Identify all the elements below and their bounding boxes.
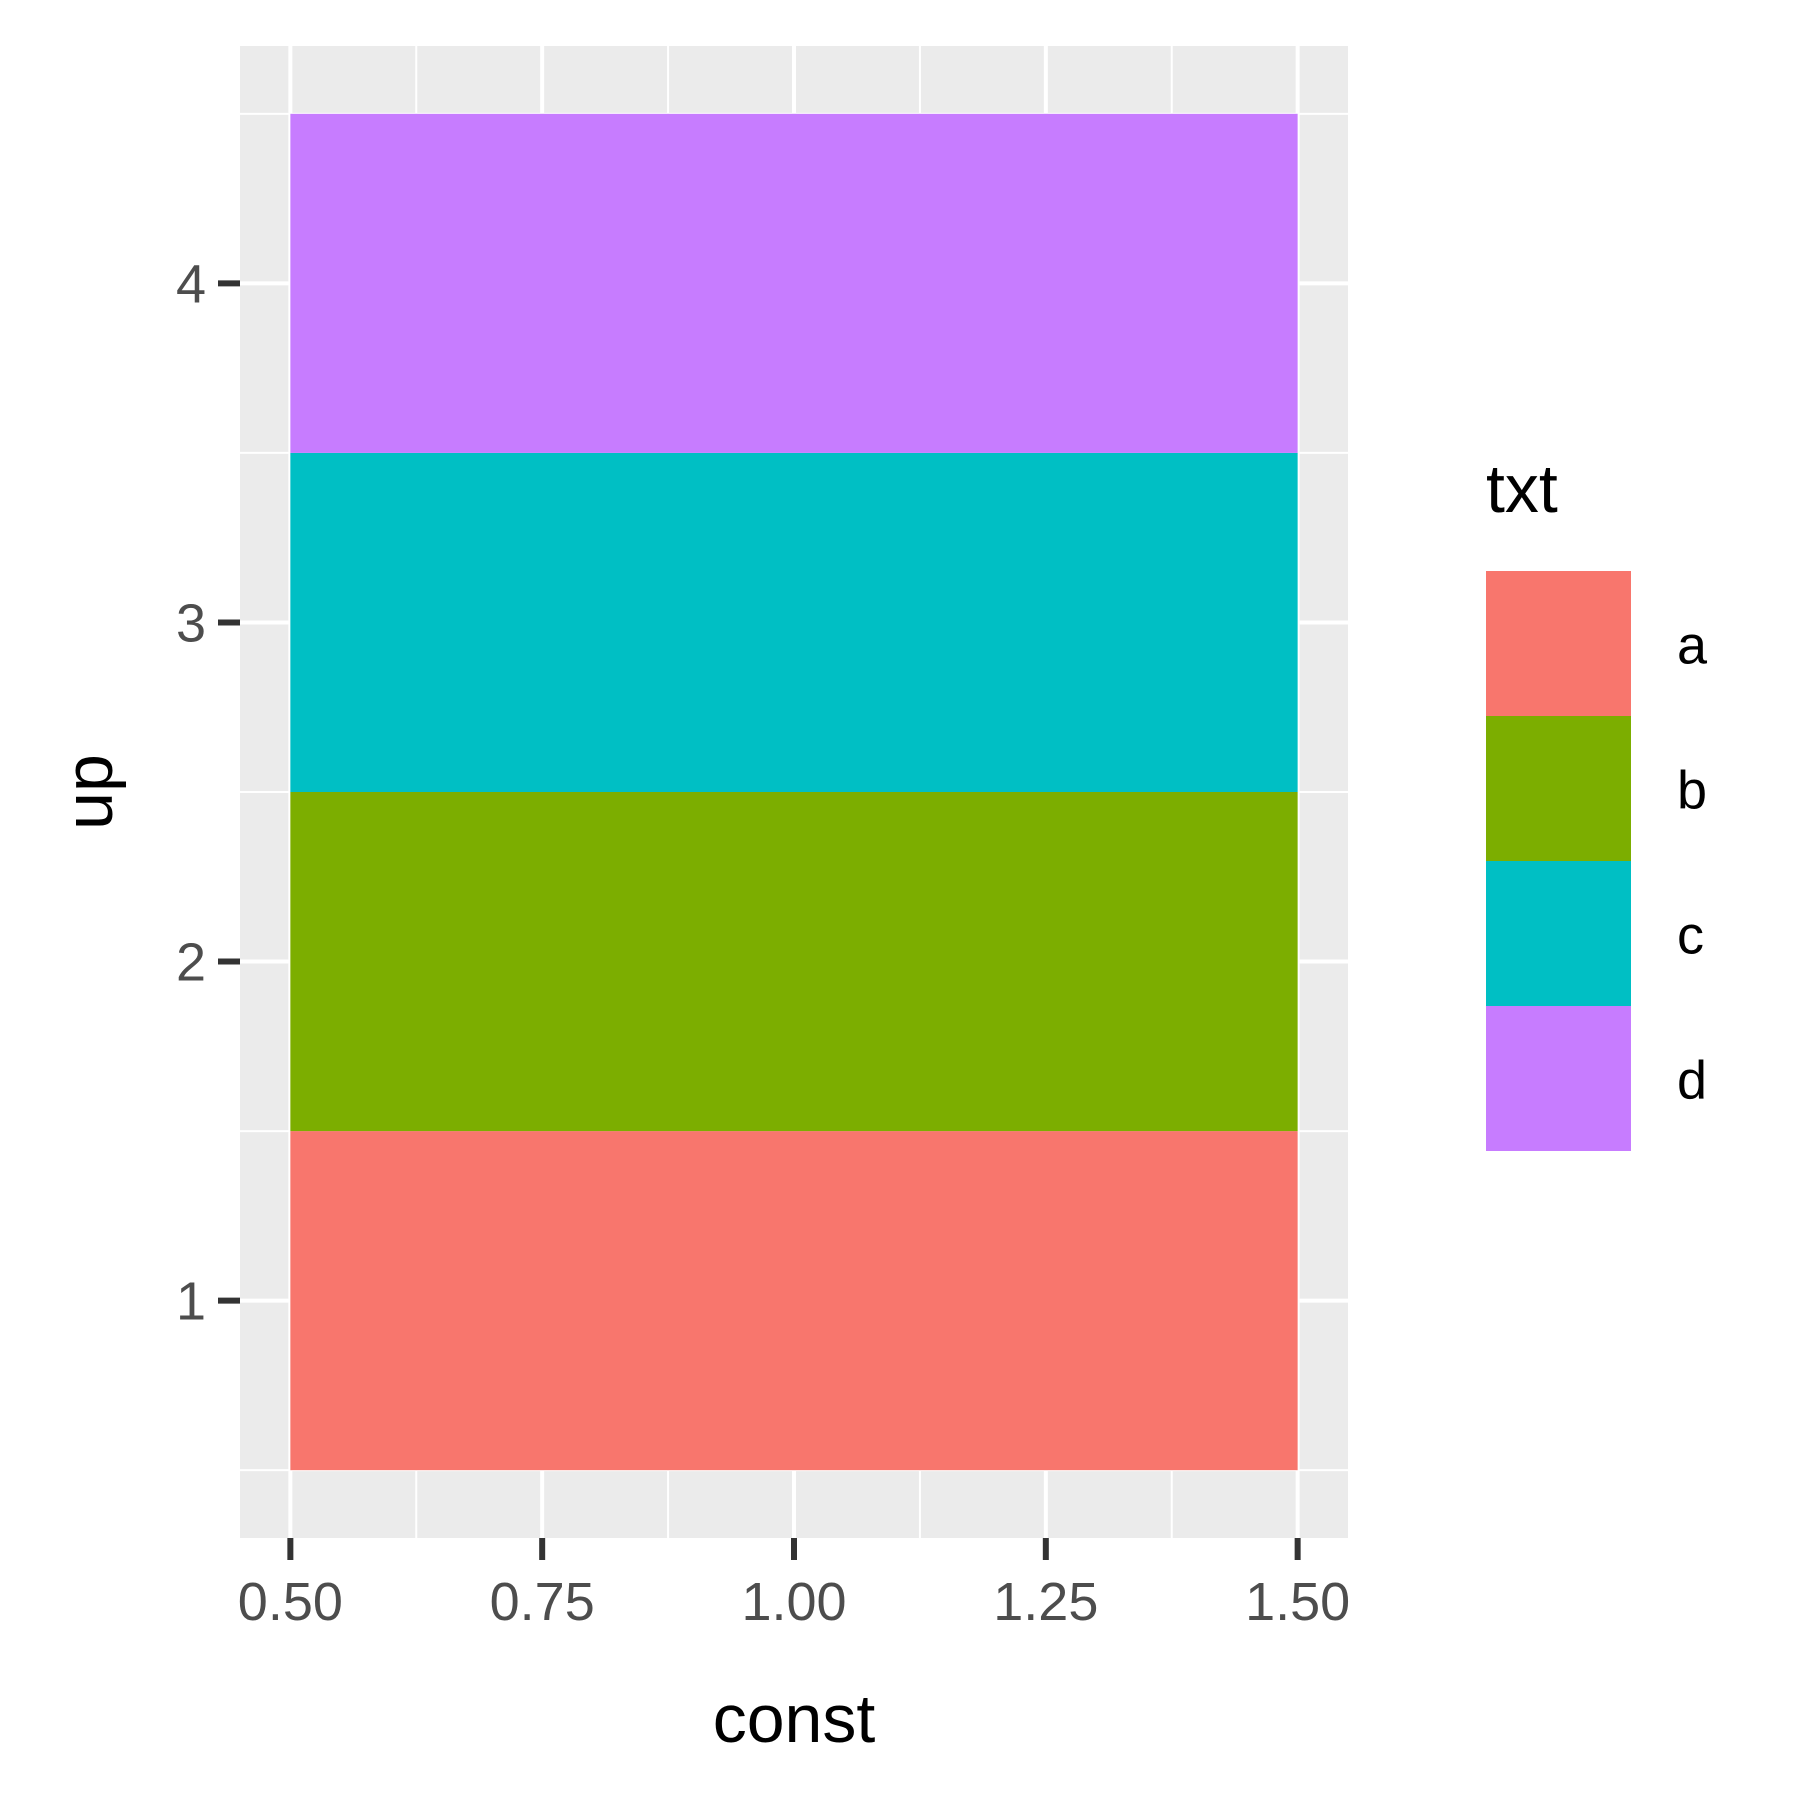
y-axis-title: up [51, 754, 127, 830]
legend-title: txt [1486, 451, 1558, 527]
x-tick-label: 1.00 [741, 1572, 846, 1632]
legend-key-c [1486, 861, 1631, 1006]
bar-c [290, 452, 1298, 792]
y-tick-label: 2 [176, 933, 206, 993]
legend-key-a [1486, 571, 1631, 716]
legend-key-b [1486, 716, 1631, 861]
legend-label-b: b [1677, 761, 1707, 821]
x-tick-label: 0.50 [238, 1572, 343, 1632]
bar-a [290, 1131, 1298, 1471]
y-tick-label: 3 [176, 593, 206, 653]
x-tick-label: 1.25 [993, 1572, 1098, 1632]
legend-label-a: a [1677, 616, 1708, 676]
x-axis-title: const [713, 1681, 876, 1757]
bars-layer [290, 113, 1298, 1471]
legend-keys: a b c d [1486, 571, 1708, 1151]
x-tick-label: 0.75 [490, 1572, 595, 1632]
legend: txt a b c d [1486, 451, 1708, 1151]
y-axis-ticks: 1 2 3 4 [176, 254, 240, 1332]
y-tick-label: 1 [176, 1272, 206, 1332]
x-axis-ticks: 0.50 0.75 1.00 1.25 1.50 [238, 1538, 1350, 1632]
legend-label-d: d [1677, 1051, 1707, 1111]
y-tick-label: 4 [176, 254, 206, 314]
legend-label-c: c [1677, 906, 1704, 966]
bar-d [290, 113, 1298, 453]
bar-b [290, 792, 1298, 1132]
legend-key-d [1486, 1006, 1631, 1151]
x-tick-label: 1.50 [1245, 1572, 1350, 1632]
